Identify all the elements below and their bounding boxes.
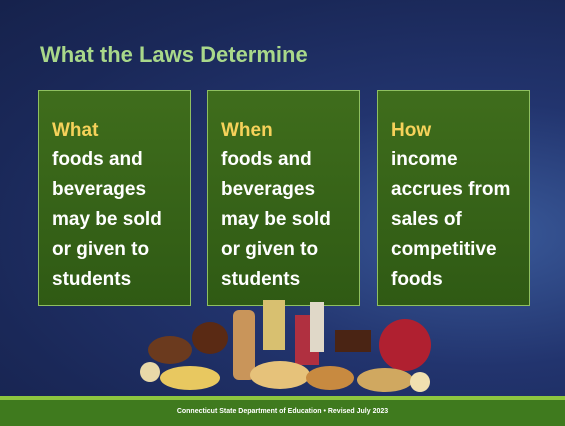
- box-line: foods and: [52, 149, 143, 170]
- footer-rule: [0, 396, 565, 400]
- footer: Connecticut State Department of Educatio…: [0, 400, 565, 426]
- box-line: may be sold: [52, 209, 162, 230]
- box-line: accrues from: [391, 179, 511, 200]
- box-line: sales of: [391, 209, 462, 230]
- box-line: students: [221, 269, 301, 290]
- box-heading: How: [391, 120, 432, 141]
- box-line: or given to: [221, 239, 319, 260]
- box-line: students: [52, 269, 132, 290]
- slide-title: What the Laws Determine: [40, 42, 308, 67]
- text-box: How income accrues from sales of competitive…: [377, 90, 530, 306]
- box-line: income: [391, 149, 458, 170]
- box-line: beverages: [52, 179, 147, 200]
- box-heading: When: [221, 120, 273, 141]
- box-line: may be sold: [221, 209, 331, 230]
- box-line: competitive: [391, 239, 497, 260]
- box-heading: What: [52, 120, 99, 141]
- box-line: foods and: [221, 149, 312, 170]
- food-illustration: [140, 300, 431, 392]
- text-box: What foods and beverages may be sold or give…: [38, 90, 191, 306]
- box-line: foods: [391, 269, 443, 290]
- box-line: beverages: [221, 179, 316, 200]
- text-box: When foods and beverages may be sold or give…: [207, 90, 360, 306]
- box-line: or given to: [52, 239, 150, 260]
